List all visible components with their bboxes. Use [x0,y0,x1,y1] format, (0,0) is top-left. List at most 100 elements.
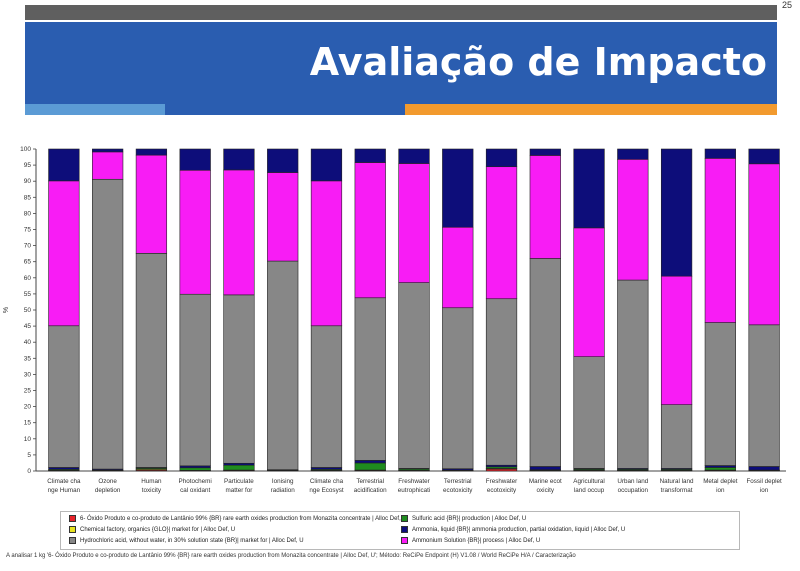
x-tick-label: Agricultural [573,478,605,485]
y-tick-label: 60 [24,275,32,282]
x-tick-label: toxicity [142,487,162,494]
legend-swatch [69,526,76,533]
x-tick-label: nge Human [48,487,81,494]
bar-segment [660,404,693,469]
legend-swatch [401,526,408,533]
legend-item-lanthanum-oxide: 6- Óxido Produto e co-produto de Lantâni… [69,515,407,522]
y-tick-label: 100 [20,146,31,153]
bar-segment [354,297,386,461]
bar-segment [748,324,780,467]
legend-label: 6- Óxido Produto e co-produto de Lantâni… [80,515,407,522]
legend-item-chemical-factory: Chemical factory, organics {GLO}| market… [69,526,235,533]
y-tick-label: 45 [24,323,32,330]
x-tick-label: Marine ecot [529,478,562,485]
bar-segment [660,275,693,405]
bar-segment [617,148,649,160]
bar-segment [529,466,561,471]
bar-segment [529,258,561,467]
x-tick-label: Terrestrial [444,478,472,485]
bar-segment [398,282,430,469]
y-tick-label: 85 [24,194,32,201]
bar-segment [179,169,211,295]
x-tick-label: Ionising [272,478,294,485]
top-bar [25,5,777,20]
chart-legend: 6- Óxido Produto e co-produto de Lantâni… [60,511,740,550]
bar-segment [704,148,736,159]
bar-segment [529,155,561,259]
y-tick-label: 80 [24,210,32,217]
y-tick-label: 5 [27,452,31,459]
legend-swatch [69,515,76,522]
x-tick-label: Terrestrial [356,478,384,485]
x-tick-label: Freshwater [398,478,430,485]
bar-segment [48,180,80,327]
title-band: Avaliação de Impacto [25,22,777,104]
bar-segment [748,148,780,165]
bar-segment [398,163,430,283]
bar-segment [442,148,474,228]
x-tick-label: transformat [661,487,693,494]
y-tick-label: 10 [24,436,32,443]
bar-segment [485,166,518,300]
y-tick-label: 95 [24,162,32,169]
bar-segment [354,462,386,471]
x-tick-label: Photochemi [179,478,212,485]
x-tick-label: Metal deplet [703,478,738,485]
y-tick-label: 40 [24,339,32,346]
x-tick-label: ecotoxicity [443,487,473,494]
bar-segment [310,180,343,327]
x-tick-label: depletion [95,487,121,494]
x-tick-label: cal oxidant [180,487,210,494]
bar-segment [442,226,474,309]
bar-segment [660,148,693,277]
bar-segment [223,148,255,171]
bar-segment [92,148,124,153]
bar-segment [92,151,124,180]
bar-segment [704,467,736,471]
legend-item-ammonia-liquid: Ammonia, liquid {BR}| ammonia production… [401,526,625,533]
x-tick-label: ion [716,487,725,494]
bar-segment [92,178,124,470]
bar-segment [48,148,80,182]
x-tick-label: ecotoxicity [487,487,517,494]
legend-swatch [69,537,76,544]
bar-segment [442,307,474,470]
y-tick-label: 50 [24,307,32,314]
legend-label: Sulfuric acid {BR}| production | Alloc D… [412,515,527,522]
legend-swatch [401,515,408,522]
bar-segment [223,294,255,464]
bar-segment [310,325,343,468]
y-tick-label: 90 [24,178,32,185]
x-tick-label: Natural land [660,478,694,485]
page-number: 25 [782,0,793,10]
y-tick-label: 20 [24,404,32,411]
y-tick-label: 70 [24,243,32,250]
y-axis-label: % [3,307,10,313]
bar-segment [617,159,649,281]
bar-segment [179,293,211,467]
x-tick-label: oxicity [537,487,555,494]
y-tick-label: 25 [24,388,32,395]
y-tick-label: 35 [24,355,32,362]
bar-segment [573,148,605,229]
legend-item-ammonium-solution: Ammonium Solution {BR}| process | Alloc … [401,537,540,544]
bar-segment [310,148,343,182]
x-tick-label: Climate cha [47,478,81,485]
bar-segment [573,227,605,357]
bar-segment [179,467,211,471]
legend-item-sulfuric-acid: Sulfuric acid {BR}| production | Alloc D… [401,515,526,522]
bar-segment [135,154,168,254]
bar-segment [704,322,736,466]
bar-segment [135,253,168,468]
bar-segment [223,464,255,471]
bar-segment [267,148,299,173]
bar-segment [223,169,255,296]
y-tick-label: 65 [24,259,32,266]
x-tick-label: Fossil deplet [746,478,782,485]
bar-segment [179,148,211,171]
x-tick-label: Freshwater [486,478,518,485]
legend-item-hydrochloric-acid: Hydrochloric acid, without water, in 30%… [69,537,304,544]
x-tick-label: Climate cha [310,478,344,485]
x-tick-label: occupation [618,487,649,494]
y-tick-label: 55 [24,291,32,298]
